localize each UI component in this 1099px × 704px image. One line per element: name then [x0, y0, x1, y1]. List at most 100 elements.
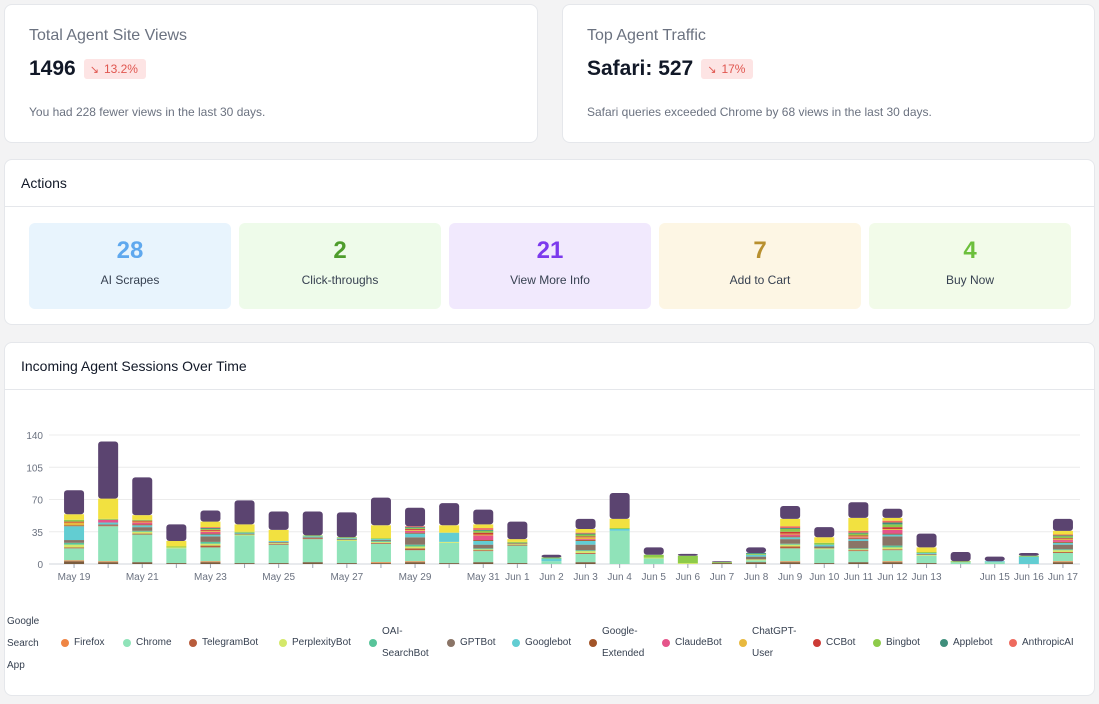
action-buy-now[interactable]: 4 Buy Now [869, 223, 1071, 309]
bar-segment [950, 561, 971, 563]
legend-item[interactable]: Googlebot [512, 632, 571, 654]
bar-segment [848, 502, 869, 518]
bar-segment [132, 530, 153, 532]
legend-item[interactable]: Google Search App [7, 611, 47, 677]
bar-segment [132, 562, 153, 564]
bar-segment [507, 541, 528, 543]
bar-segment [439, 525, 460, 533]
y-tick-label: 0 [37, 560, 43, 571]
action-click-throughs[interactable]: 2 Click-throughs [239, 223, 441, 309]
action-ai-scrapes[interactable]: 28 AI Scrapes [29, 223, 231, 309]
bar-segment [814, 549, 835, 564]
bar-segment [848, 562, 869, 564]
bar-segment [848, 548, 869, 550]
bar-segment [575, 536, 596, 538]
x-tick-label: May 31 [467, 572, 500, 583]
bar-segment [780, 548, 801, 562]
legend-label: OAI-SearchBot [382, 626, 429, 659]
legend-item[interactable]: ClaudeBot [662, 632, 722, 654]
bar-segment [780, 528, 801, 529]
bar-segment [234, 563, 255, 564]
bar-segment [370, 497, 391, 526]
bar-segment [405, 507, 426, 527]
bar-segment [336, 563, 357, 564]
bar-segment [541, 561, 562, 564]
legend-label: TelegramBot [202, 637, 259, 648]
bar-segment [98, 498, 119, 519]
legend-swatch [61, 639, 69, 647]
bar-segment [473, 528, 494, 530]
bar-segment [882, 522, 903, 525]
legend-item[interactable]: AnthropicAI [1009, 632, 1074, 654]
bar-segment [575, 540, 596, 545]
bar-segment [473, 534, 494, 536]
bar-segment [507, 544, 528, 546]
bar-segment [302, 539, 323, 563]
bar-segment [1052, 539, 1073, 541]
legend-item[interactable]: Chrome [123, 632, 172, 654]
legend-label: Firefox [74, 637, 105, 648]
chart-legend: Google Search App Firefox Chrome TelegramBo… [5, 611, 1097, 671]
bar-segment [64, 521, 85, 523]
legend-item[interactable]: Bingbot [873, 632, 920, 654]
bar-segment [200, 528, 221, 530]
stat-value: Safari: 527 [587, 57, 694, 80]
bar-segment [575, 532, 596, 534]
legend-item[interactable]: GPTBot [447, 632, 496, 654]
bar-segment [848, 538, 869, 540]
bar-segment [405, 526, 426, 528]
bar-segment [405, 562, 426, 564]
bar-segment [200, 545, 221, 548]
action-add-to-cart[interactable]: 7 Add to Cart [659, 223, 861, 309]
trend-down-icon: ↘ [707, 63, 717, 76]
action-view-more-info[interactable]: 21 View More Info [449, 223, 651, 309]
legend-swatch [873, 639, 881, 647]
bar-segment [64, 514, 85, 520]
x-tick-label: Jun 17 [1048, 572, 1078, 583]
legend-label: PerplexityBot [292, 637, 351, 648]
bar-segment [984, 562, 1005, 564]
bar-segment [950, 552, 971, 562]
bar-segment [541, 558, 562, 562]
bar-segment [1052, 552, 1073, 553]
bar-segment [541, 557, 562, 559]
bar-segment [882, 533, 903, 535]
bar-segment [780, 561, 801, 563]
bar-segment [677, 553, 698, 556]
bar-segment [302, 537, 323, 539]
legend-item[interactable]: ChatGPT-User [739, 621, 802, 665]
bar-segment [200, 536, 221, 542]
bar-segment [746, 547, 767, 553]
bar-segment [405, 544, 426, 547]
bar-segment [814, 544, 835, 547]
bar-segment [64, 561, 85, 564]
bar-segment [200, 527, 221, 529]
legend-item[interactable]: Firefox [61, 632, 105, 654]
legend-item[interactable]: TelegramBot [189, 632, 258, 654]
bar-segment [984, 556, 1005, 562]
bar-segment [746, 553, 767, 555]
bar-segment [780, 562, 801, 564]
legend-item[interactable]: CCBot [813, 632, 855, 654]
bar-segment [473, 549, 494, 551]
bar-segment [336, 537, 357, 539]
legend-item[interactable]: Applebot [940, 632, 992, 654]
bar-segment [1052, 540, 1073, 542]
legend-item[interactable]: OAI-SearchBot [369, 621, 438, 665]
bar-segment [780, 533, 801, 535]
legend-label: Chrome [136, 637, 172, 648]
legend-item[interactable]: PerplexityBot [279, 632, 351, 654]
bar-segment [575, 533, 596, 535]
bar-segment [575, 544, 596, 551]
bar-segment [882, 524, 903, 528]
action-value: 21 [536, 237, 564, 264]
sessions-chart-card: Incoming Agent Sessions Over Time 0 35 70 1… [4, 342, 1095, 696]
legend-item[interactable]: Google-Extended [589, 621, 654, 665]
bar-segment [64, 560, 85, 562]
bar-segment [200, 529, 221, 531]
bar-segment [814, 563, 835, 564]
y-tick-label: 140 [26, 431, 43, 442]
bar-segment [132, 477, 153, 516]
bar-segment [575, 518, 596, 529]
bar-segment [405, 537, 426, 545]
